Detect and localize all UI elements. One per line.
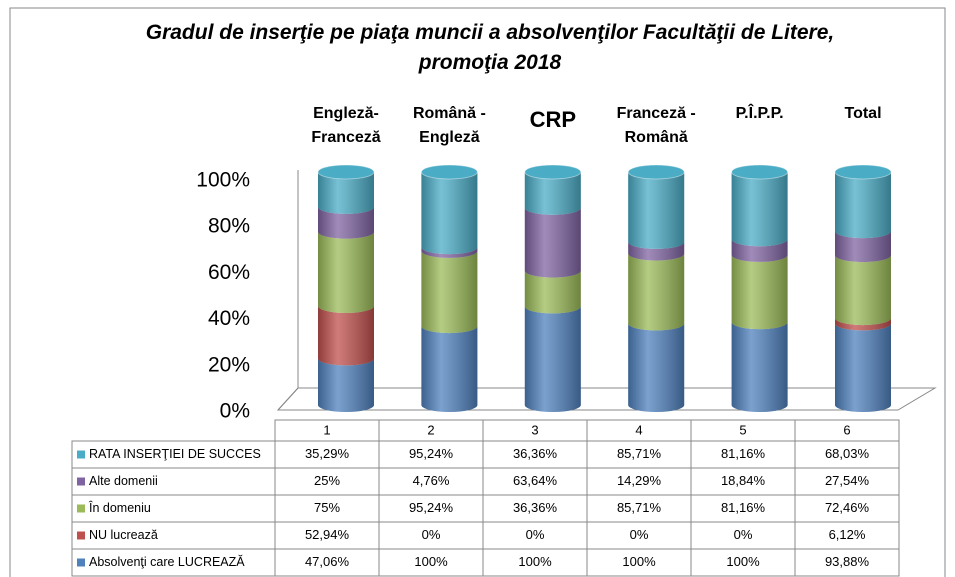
table-row: [71, 521, 900, 550]
table-value: 25%: [314, 473, 340, 488]
cylinder-shade: [318, 172, 374, 412]
tick-mark: [292, 361, 298, 365]
table-value: 47,06%: [305, 554, 350, 569]
table-value: 52,94%: [305, 527, 350, 542]
legend-swatch: [77, 531, 85, 540]
tick-mark: [292, 210, 298, 228]
column: [627, 164, 685, 413]
column-label: P.Î.P.P.: [735, 105, 784, 122]
table-value: 95,24%: [409, 500, 454, 515]
legend-label: NU lucrează: [89, 528, 158, 542]
legend-swatch: [77, 477, 85, 486]
cylinder-top: [627, 164, 685, 180]
table-row: [71, 467, 900, 496]
chart-title: Gradul de inserţie pe piaţa muncii a abs…: [145, 21, 835, 74]
table-value: 4,76%: [413, 473, 450, 488]
column-label: Franceză - Română: [616, 105, 696, 146]
column: [834, 164, 892, 412]
table-cell: [586, 419, 692, 577]
table-value: 0%: [630, 527, 649, 542]
table-value: 0%: [734, 527, 753, 542]
table-value: 85,71%: [617, 446, 662, 461]
cylinder-top: [524, 164, 582, 180]
table-value: 6,12%: [829, 527, 866, 542]
table-value: 81,16%: [721, 446, 766, 461]
y-axis: [277, 170, 299, 411]
x-tick-label: 6: [843, 422, 850, 437]
table-cell: [482, 419, 588, 577]
cylinder-shade: [731, 172, 788, 413]
table-cell: [794, 419, 900, 577]
column: [420, 164, 478, 413]
table-value: 100%: [726, 554, 760, 569]
column-label: Română - Engleză: [412, 105, 486, 146]
cylinder-shade: [835, 172, 891, 412]
table-value: 100%: [622, 554, 656, 569]
table-value: 72,46%: [825, 500, 870, 515]
table-value: 36,36%: [513, 500, 558, 515]
column: [317, 164, 375, 412]
tick-mark: [292, 311, 298, 320]
column: [731, 164, 789, 413]
table-row: [71, 494, 900, 523]
x-tick-label: 1: [323, 422, 330, 437]
legend-swatch: [77, 450, 85, 459]
cylinder-shade: [628, 172, 685, 413]
table-cell: [378, 419, 484, 577]
table-value: 68,03%: [825, 446, 870, 461]
tick-mark: [292, 260, 298, 273]
table-value: 95,24%: [409, 446, 454, 461]
cylinder-top: [317, 164, 375, 180]
y-tick-label: 100%: [196, 169, 250, 192]
table-value: 63,64%: [513, 473, 558, 488]
legend-swatch: [77, 504, 85, 513]
table-value: 27,54%: [825, 473, 870, 488]
y-tick-label: 20%: [208, 353, 250, 376]
table-value: 100%: [518, 554, 552, 569]
legend-label: În domeniu: [88, 500, 151, 515]
x-tick-label: 4: [635, 422, 642, 437]
table-value: 75%: [314, 500, 340, 515]
cylinder-shade: [524, 172, 581, 413]
table-value: 81,16%: [721, 500, 766, 515]
x-tick-label: 2: [427, 422, 434, 437]
x-tick-label: 5: [739, 422, 746, 437]
column-label: CRP: [529, 107, 577, 132]
table-value: 14,29%: [617, 473, 662, 488]
table-value: 18,84%: [721, 473, 766, 488]
cylinder-top: [834, 164, 892, 180]
column: [524, 164, 582, 413]
table-value: 100%: [414, 554, 448, 569]
table-value: 35,29%: [305, 446, 350, 461]
y-tick-label: 60%: [208, 261, 250, 284]
table-row: [71, 548, 900, 577]
frame: [9, 7, 946, 577]
tick-mark: [292, 159, 298, 181]
legend-swatch: [77, 558, 85, 567]
table-value: 0%: [526, 527, 545, 542]
cylinder-top: [731, 164, 789, 180]
table-value: 0%: [422, 527, 441, 542]
legend-label: Absolvenţi care LUCREAZĂ: [89, 554, 245, 569]
y-tick-label: 80%: [208, 215, 250, 238]
table-value: 93,88%: [825, 554, 870, 569]
table-value: 36,36%: [513, 446, 558, 461]
y-tick-label: 40%: [208, 307, 250, 330]
y-tick-label: 0%: [220, 400, 250, 423]
column-label: Total: [844, 105, 882, 122]
legend-label: Alte domenii: [89, 474, 158, 488]
table-cell: [690, 419, 796, 577]
table-value: 85,71%: [617, 500, 662, 515]
x-tick-label: 3: [531, 422, 538, 437]
legend-label: RATA INSERŢIEI DE SUCCES: [89, 447, 261, 461]
cylinder-top: [420, 164, 478, 180]
column-label: Engleză-Franceză: [311, 105, 381, 146]
table-cell: [274, 419, 380, 577]
cylinder-shade: [421, 172, 478, 413]
